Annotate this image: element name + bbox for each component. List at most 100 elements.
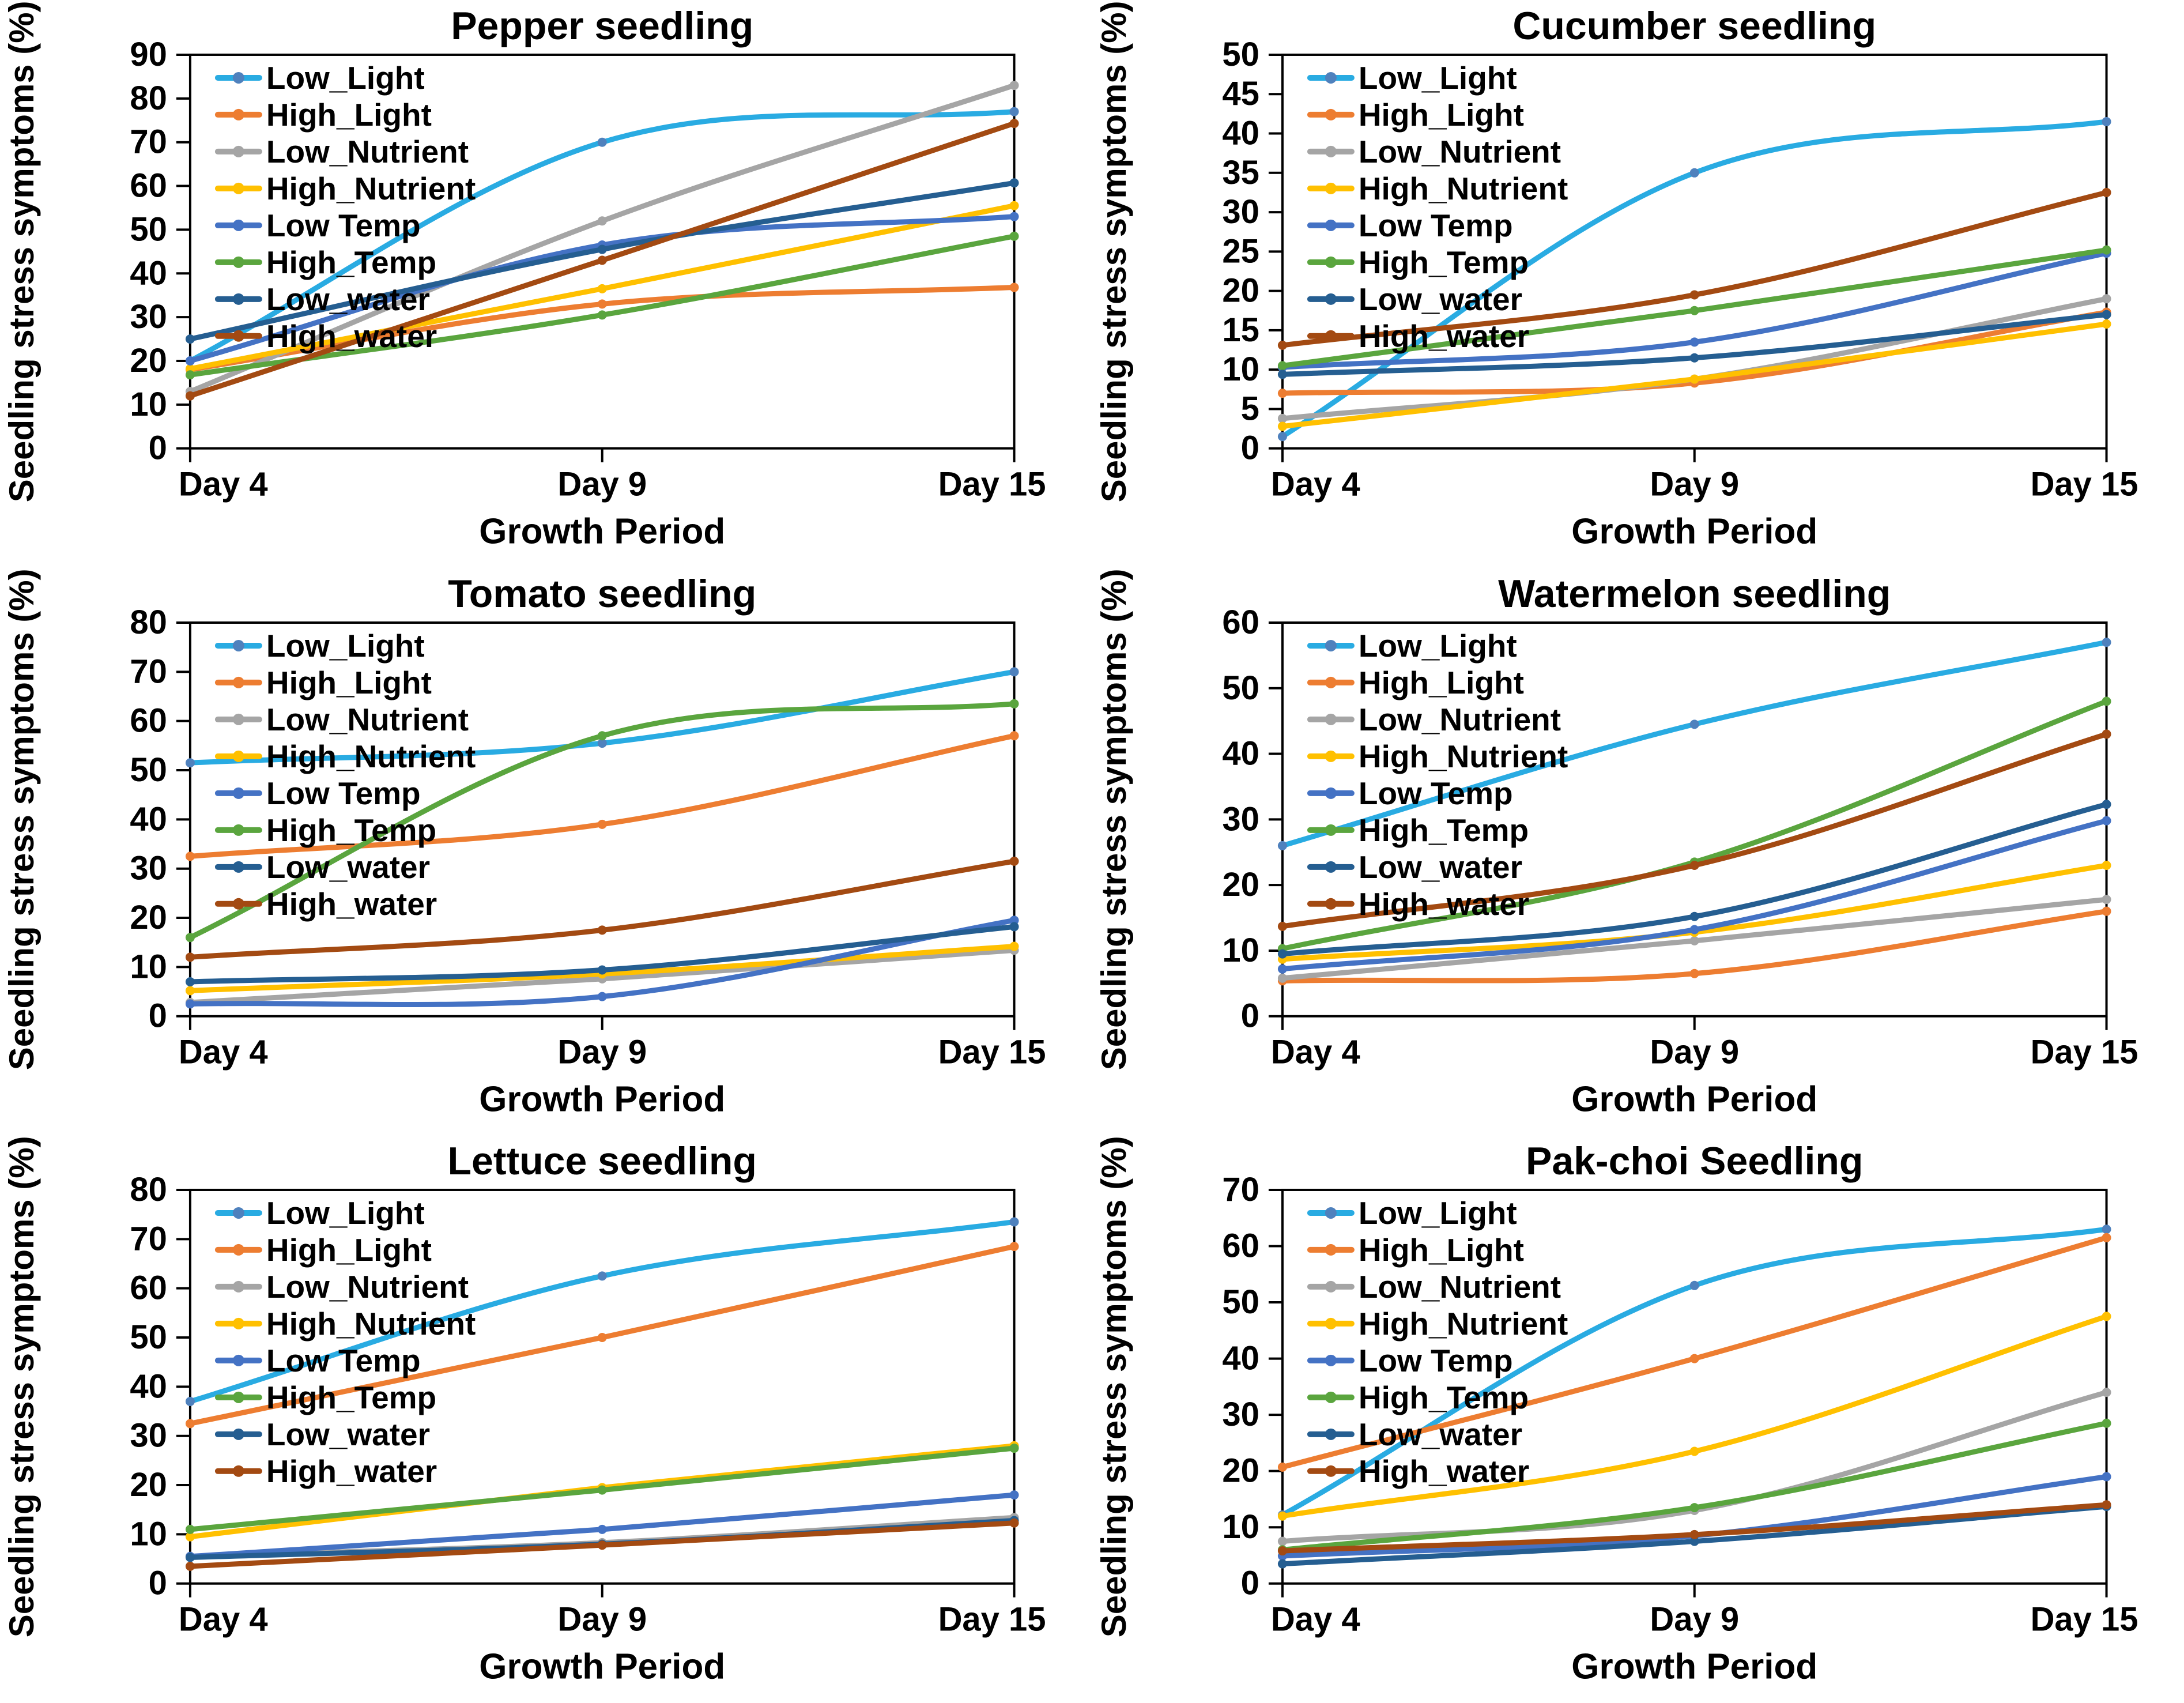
data-point-low-water (2102, 310, 2111, 319)
y-tick-label: 40 (130, 255, 167, 292)
legend-marker-icon (232, 1207, 244, 1219)
legend-item-low-temp: Low Temp (1307, 1343, 1512, 1378)
y-tick-label: 15 (1222, 312, 1259, 349)
legend-marker-icon (1325, 71, 1337, 84)
legend-item-high-water: High_water (214, 886, 437, 921)
legend-item-low-light: Low_Light (214, 1195, 425, 1231)
legend-item-low-temp: Low Temp (1307, 775, 1512, 811)
legend-item-high-nutrient: High_Nutrient (214, 171, 476, 206)
legend-item-high-temp: High_Temp (1307, 812, 1529, 848)
data-point-low-nutrient (1277, 413, 1287, 423)
y-tick-label: 60 (130, 168, 167, 205)
data-point-high-nutrient (185, 1532, 195, 1542)
y-tick-label: 40 (1222, 115, 1259, 152)
legend-marker-icon (1325, 293, 1337, 305)
data-point-low-water (1009, 178, 1019, 188)
legend-item-high-nutrient: High_Nutrient (214, 739, 476, 774)
y-axis: 0 10 20 30 40 50 60 70 80 (130, 604, 190, 1034)
legend-marker-icon (1325, 256, 1337, 268)
x-axis: Day 4 Day 9 Day 15 (179, 448, 1046, 503)
legend-label: High_Nutrient (266, 739, 476, 774)
x-axis: Day 4 Day 9 Day 15 (179, 1584, 1046, 1638)
legend-marker-icon (1325, 713, 1337, 725)
legend-item-low-light: Low_Light (214, 628, 425, 664)
data-point-high-light (1689, 1354, 1699, 1363)
legend-marker-icon (232, 1465, 244, 1478)
y-tick-label: 0 (149, 1565, 167, 1602)
x-tick-label: Day 4 (179, 1034, 268, 1071)
data-point-high-water (1689, 1530, 1699, 1540)
x-tick-label: Day 15 (938, 466, 1046, 503)
legend-item-high-water: High_water (214, 318, 437, 354)
legend-marker-icon (232, 639, 244, 651)
y-tick-label: 10 (1222, 1509, 1259, 1546)
legend-label: Low_Nutrient (1358, 1269, 1560, 1305)
data-point-high-light (597, 819, 607, 829)
y-tick-label: 80 (130, 1171, 167, 1208)
y-tick-label: 40 (1222, 735, 1259, 772)
data-point-high-water (597, 255, 607, 265)
y-tick-label: 0 (1240, 430, 1259, 467)
panel-tomato-seedling: Tomato seedling 0 10 20 30 40 50 60 70 80 Day 4 Day… (0, 568, 1092, 1136)
data-point-high-light (1689, 969, 1699, 978)
data-point-low-water (1689, 1536, 1699, 1546)
legend-item-low-light: Low_Light (214, 60, 425, 96)
legend-label: High_Nutrient (1358, 171, 1567, 206)
legend-label: Low_Nutrient (266, 134, 469, 169)
legend: Low_LightHigh_LightLow_NutrientHigh_Nutr… (1307, 60, 1568, 354)
legend-marker-icon (1325, 750, 1337, 762)
legend-item-high-nutrient: High_Nutrient (1307, 171, 1568, 206)
legend-marker-icon (1325, 787, 1337, 799)
y-tick-label: 90 (130, 36, 167, 73)
y-tick-label: 5 (1240, 390, 1259, 427)
y-tick-label: 30 (1222, 194, 1259, 231)
data-point-low-nutrient (2102, 894, 2111, 904)
data-point-low-temp (597, 992, 607, 1001)
y-tick-label: 50 (130, 1319, 167, 1356)
y-tick-label: 70 (130, 653, 167, 690)
y-tick-label: 10 (130, 386, 167, 423)
y-tick-label: 20 (1222, 273, 1259, 310)
panel-cucumber-seedling: Cucumber seedling 0 5 10 15 20 25 30 35 40 45 50 Day… (1092, 0, 2184, 568)
legend-item-low-nutrient: Low_Nutrient (1307, 134, 1561, 169)
series-high-nutrient (1277, 1312, 2111, 1521)
data-point-low-light (1689, 719, 1699, 729)
series-low-light (1277, 637, 2111, 850)
y-axis: 0 10 20 30 40 50 60 (1222, 604, 1283, 1034)
legend-marker-icon (232, 750, 244, 762)
legend-item-low-nutrient: Low_Nutrient (214, 1269, 469, 1305)
data-point-high-nutrient (1277, 421, 1287, 431)
legend-marker-icon (1325, 1355, 1337, 1367)
series-low-temp (185, 915, 1019, 1009)
y-tick-label: 70 (130, 1221, 167, 1258)
legend-label: High_Temp (1358, 1380, 1528, 1415)
data-point-low-light (185, 758, 195, 767)
legend-marker-icon (1325, 108, 1337, 120)
data-point-low-water (185, 977, 195, 986)
data-point-high-temp (1277, 361, 1287, 371)
legend-marker-icon (232, 182, 244, 194)
legend-marker-icon (232, 898, 244, 910)
legend-label: High_Light (1358, 1232, 1523, 1268)
legend-marker-icon (232, 824, 244, 836)
legend: Low_LightHigh_LightLow_NutrientHigh_Nutr… (214, 1195, 476, 1489)
y-tick-label: 50 (130, 211, 167, 248)
data-point-high-light (2102, 906, 2111, 916)
data-point-high-temp (185, 932, 195, 942)
plot-border (1281, 1189, 2108, 1585)
legend-item-high-water: High_water (1307, 318, 1529, 354)
data-point-high-nutrient (1009, 201, 1019, 210)
series-low-water (185, 178, 1019, 344)
legend-item-low-water: Low_water (1307, 281, 1522, 317)
data-point-low-temp (2102, 816, 2111, 826)
legend-marker-icon (232, 330, 244, 342)
legend-item-low-light: Low_Light (1307, 1195, 1517, 1231)
legend-label: Low_water (266, 281, 430, 317)
x-axis-title: Growth Period (479, 1079, 725, 1119)
y-tick-label: 50 (1222, 1284, 1259, 1321)
data-point-low-nutrient (1689, 936, 1699, 945)
legend-item-low-nutrient: Low_Nutrient (214, 134, 469, 169)
data-point-high-water (1689, 290, 1699, 300)
legend-label: Low_Light (266, 1195, 425, 1231)
